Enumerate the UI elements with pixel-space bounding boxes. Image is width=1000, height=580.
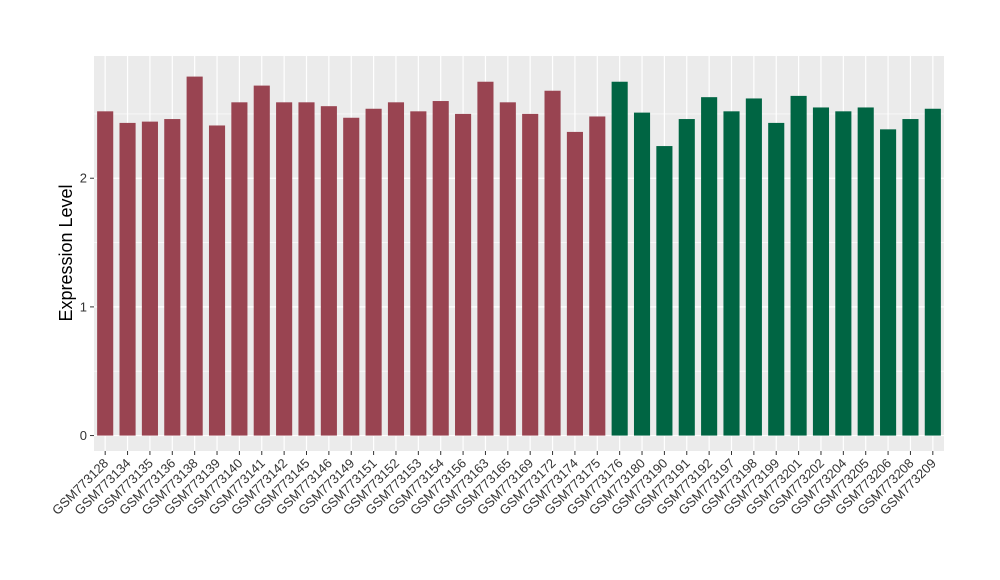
bar [276, 102, 293, 436]
bar [924, 108, 941, 436]
bar [164, 119, 181, 436]
bar [589, 116, 606, 436]
y-tick-label: 1 [80, 299, 87, 314]
bar [365, 108, 382, 436]
bar [97, 111, 114, 436]
bar [320, 106, 337, 436]
bar [902, 119, 919, 436]
bar [611, 81, 628, 436]
bar [141, 121, 158, 436]
bar [835, 111, 852, 436]
bar [678, 119, 695, 436]
bar [566, 131, 583, 436]
y-tick-label: 0 [80, 428, 87, 443]
bar [253, 85, 270, 436]
y-tick-label: 2 [80, 171, 87, 186]
bar [477, 81, 494, 436]
bar [387, 102, 405, 436]
bar [410, 111, 427, 436]
bar [745, 98, 762, 436]
bar [768, 122, 785, 436]
bar [522, 113, 539, 436]
bar [208, 125, 226, 436]
y-axis-title: Expression Level [56, 184, 76, 321]
bar [298, 102, 315, 436]
bar [343, 117, 360, 436]
bars [97, 76, 941, 436]
y-axis: 0 1 2 [80, 171, 94, 443]
bar [790, 95, 807, 436]
bar [544, 90, 561, 436]
bar [857, 107, 874, 436]
bar [723, 111, 740, 436]
bar [186, 76, 203, 436]
x-axis: GSM773128GSM773134GSM773135GSM773136GSM7… [49, 451, 939, 518]
bar [656, 146, 673, 436]
bar [880, 129, 897, 436]
bar [455, 113, 472, 436]
bar [499, 102, 516, 436]
bar [812, 107, 830, 436]
bar [701, 97, 718, 436]
bar [119, 122, 136, 436]
bar [432, 101, 449, 436]
bar [231, 102, 248, 436]
bar [633, 112, 651, 436]
